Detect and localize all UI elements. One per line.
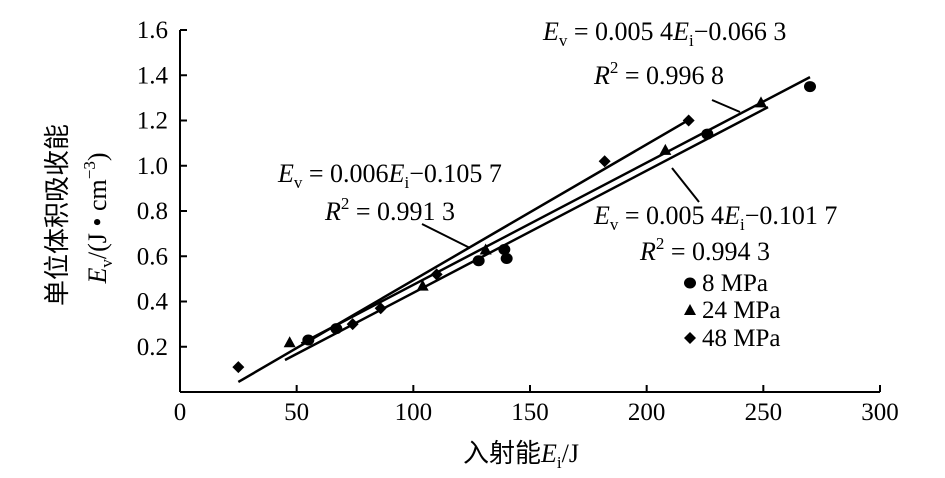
annotations: Ev = 0.005 4Ei−0.066 3R2 = 0.996 8Ev = 0… (277, 17, 837, 266)
x-axis-title: 入射能Ei/J (463, 439, 579, 472)
eq-lhs: E (542, 17, 559, 46)
legend-label: 48 MPa (702, 325, 780, 352)
data-points (232, 81, 816, 374)
r2-sup: 2 (610, 58, 619, 77)
y-title-close: ) (83, 152, 112, 161)
data-point (232, 361, 245, 374)
y-tick-label: 0.8 (137, 198, 168, 225)
x-tick-label: 300 (861, 399, 899, 426)
data-point (755, 96, 767, 108)
y-title-var: E (83, 268, 112, 285)
legend-marker (684, 332, 696, 344)
x-tick-label: 200 (628, 399, 666, 426)
r2-sup: 2 (656, 234, 665, 253)
r2-symbol: R (324, 197, 341, 226)
data-point (416, 279, 429, 291)
eq-var: E (672, 17, 689, 46)
r2-value: = 0.994 3 (664, 237, 770, 266)
y-axis-title-cn: 单位体积吸收能 (43, 124, 72, 306)
x-tick-label: 250 (745, 399, 783, 426)
fit-equation: Ev = 0.006Ei−0.105 7 (277, 159, 502, 192)
r2-symbol: R (639, 237, 656, 266)
data-point (430, 268, 443, 281)
x-tick-label: 150 (511, 399, 549, 426)
r2-symbol: R (593, 61, 610, 90)
eq-lhs: E (277, 159, 294, 188)
y-tick-label: 0.4 (137, 289, 169, 316)
data-point (701, 128, 714, 140)
eq-lhs-sub: v (294, 173, 303, 192)
r2-value: = 0.991 3 (349, 197, 455, 226)
legend-label: 24 MPa (702, 297, 780, 324)
leader-line (421, 223, 471, 249)
eq-coefficient: = 0.005 4 (567, 17, 673, 46)
data-point (498, 243, 511, 255)
y-title-sup: −3 (80, 161, 99, 179)
y-tick-label: 0.6 (137, 243, 168, 270)
eq-var: E (723, 201, 740, 230)
data-point (500, 253, 513, 265)
y-tick-label: 1.6 (137, 17, 168, 44)
legend-marker (684, 304, 696, 315)
y-tick-label: 1.4 (137, 62, 169, 89)
eq-lhs-sub: v (610, 215, 619, 234)
data-point (346, 318, 359, 331)
eq-intercept: −0.066 3 (694, 17, 787, 46)
leader-line (671, 167, 700, 203)
eq-intercept: −0.105 7 (409, 159, 502, 188)
eq-var-sub: i (689, 31, 694, 50)
eq-lhs: E (593, 201, 610, 230)
y-axis-title-unit: Ev/(J • cm−3) (80, 152, 116, 284)
x-title-sub: i (557, 453, 562, 472)
data-point (682, 114, 695, 127)
fit-equation: Ev = 0.005 4Ei−0.066 3 (542, 17, 786, 50)
eq-coefficient: = 0.006 (302, 159, 388, 188)
axes: 0 50 100 150 200 250 300 0.2 0.4 0.6 0.8 1.0 1.2 1.4 1… (137, 17, 899, 426)
eq-lhs-sub: v (559, 31, 568, 50)
legend-item: 24 MPa (684, 297, 780, 324)
data-point (659, 143, 672, 155)
fit-r-squared: R2 = 0.994 3 (639, 234, 770, 266)
x-tick-label: 50 (284, 399, 309, 426)
y-tick-label: 1.0 (137, 153, 168, 180)
data-point (330, 323, 343, 335)
legend-marker (684, 277, 696, 289)
fit-r-squared: R2 = 0.991 3 (324, 194, 455, 226)
legend-item: 48 MPa (684, 325, 780, 352)
data-point (804, 81, 816, 93)
data-point (598, 155, 611, 168)
data-point (374, 302, 387, 315)
eq-var-sub: i (740, 215, 745, 234)
y-title-sub: v (97, 259, 116, 268)
data-point (472, 255, 485, 267)
fit-line-1 (284, 106, 769, 362)
eq-intercept: −0.101 7 (745, 201, 838, 230)
leader-line (711, 99, 741, 113)
x-title-var: E (540, 439, 557, 468)
eq-coefficient: = 0.005 4 (618, 201, 724, 230)
x-title-unit: /J (562, 439, 579, 468)
data-point (479, 243, 492, 255)
x-title-cn: 入射能 (463, 439, 541, 468)
x-tick-label: 0 (174, 399, 187, 426)
fit-line-0 (300, 76, 811, 345)
legend-item: 8 MPa (684, 270, 768, 297)
fit-r-squared: R2 = 0.996 8 (593, 58, 724, 90)
data-point (283, 336, 296, 348)
r2-value: = 0.996 8 (618, 61, 724, 90)
y-title-unit: /(J • cm (83, 179, 112, 259)
x-tick-label: 100 (395, 399, 433, 426)
r2-sup: 2 (341, 194, 350, 213)
data-point (302, 334, 315, 346)
fit-equation: Ev = 0.005 4Ei−0.101 7 (593, 201, 837, 234)
y-tick-label: 1.2 (137, 108, 168, 135)
y-tick-label: 0.2 (137, 334, 168, 361)
eq-var-sub: i (404, 173, 409, 192)
legend-label: 8 MPa (702, 270, 768, 297)
eq-var: E (388, 159, 405, 188)
